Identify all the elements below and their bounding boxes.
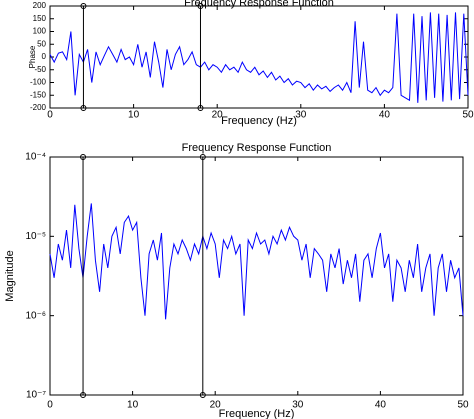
x-axis-label: Frequency (Hz) xyxy=(219,408,295,419)
y-tick-label: 50 xyxy=(37,39,46,48)
y-tick-label: -50 xyxy=(34,65,46,74)
chart-title: Frequency Response Function xyxy=(182,142,332,154)
y-tick-label: 150 xyxy=(33,14,47,23)
y-tick-label: 10⁻⁴ xyxy=(25,152,46,163)
cursor-marker xyxy=(80,154,87,160)
cursor-marker xyxy=(197,105,204,111)
cursor-marker xyxy=(199,154,206,160)
cursor-marker xyxy=(80,3,87,9)
y-tick-label: 0 xyxy=(42,52,47,61)
x-tick-label: 10 xyxy=(128,110,140,121)
y-tick-label: 10⁻⁵ xyxy=(25,231,46,242)
data-line xyxy=(49,203,464,320)
x-tick-label: 40 xyxy=(375,400,387,411)
x-tick-label: 20 xyxy=(212,110,224,121)
x-tick-label: 30 xyxy=(295,110,307,121)
y-tick-label: 10⁻⁶ xyxy=(25,310,46,321)
x-axis-label: Frequency (Hz) xyxy=(221,115,297,127)
cursor-marker xyxy=(197,3,204,9)
y-tick-label: 10⁻⁷ xyxy=(26,390,46,401)
x-tick-label: 20 xyxy=(210,400,222,411)
plot-area xyxy=(49,5,469,109)
x-tick-label: 0 xyxy=(47,400,53,411)
y-tick-label: -150 xyxy=(30,90,47,99)
y-axis-label: Magnitude xyxy=(4,250,16,301)
cursor-marker xyxy=(199,392,206,398)
x-tick-label: 0 xyxy=(47,110,53,121)
x-tick-label: 50 xyxy=(462,110,474,121)
x-tick-label: 30 xyxy=(292,400,304,411)
x-tick-label: 10 xyxy=(127,400,139,411)
cursor-marker xyxy=(80,105,87,111)
y-tick-label: 100 xyxy=(33,27,47,36)
y-tick-label: 200 xyxy=(33,1,47,10)
x-tick-label: 40 xyxy=(379,110,391,121)
plot-area xyxy=(49,156,464,396)
x-tick-label: 50 xyxy=(457,400,469,411)
cursor-marker xyxy=(80,392,87,398)
y-tick-label: -200 xyxy=(30,103,47,112)
data-line xyxy=(49,12,469,103)
y-tick-label: -100 xyxy=(30,78,47,87)
y-axis-label: Phase xyxy=(28,45,37,68)
chart-title: Frequency Response Function xyxy=(184,0,334,9)
